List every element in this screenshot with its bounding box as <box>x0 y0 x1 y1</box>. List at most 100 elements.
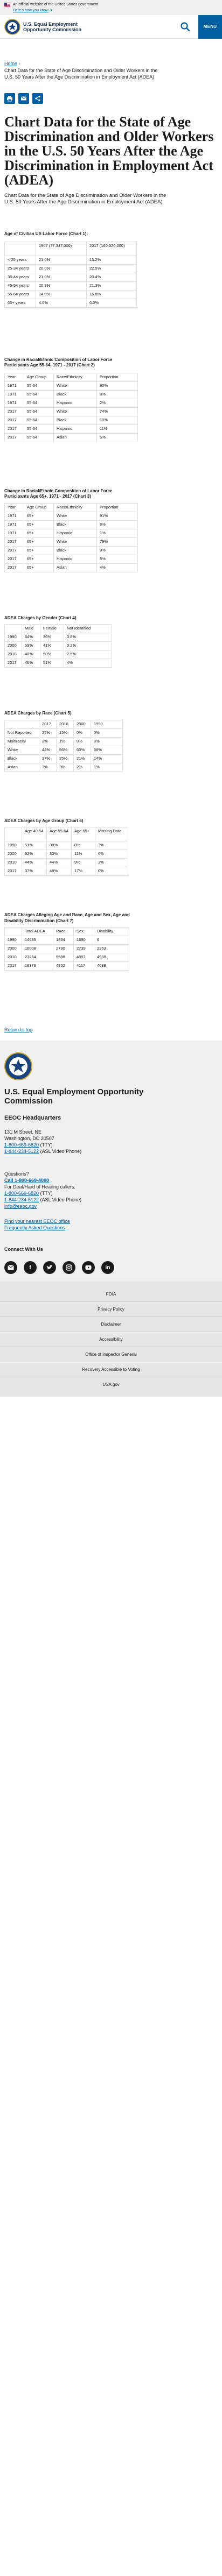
table-row: 2010 48% 50% 2.6% <box>4 650 112 659</box>
footer-link-usagov[interactable]: USA.gov <box>102 1382 120 1388</box>
table-cell: 2010 <box>4 650 22 659</box>
call-phone-link[interactable]: Call 1-800-669-4000 <box>4 1178 50 1184</box>
table-header-cell: 2000 <box>73 719 91 729</box>
share-button[interactable] <box>32 93 43 104</box>
table-row: 2017 37% 48% 17% 0% <box>4 867 128 876</box>
table-header-cell: Age 65+ <box>71 827 95 841</box>
heres-how-you-know-link[interactable]: Here's how you know <box>13 9 49 12</box>
section-title: Change in Racial/Ethnic Composition of L… <box>4 357 113 368</box>
table-cell: 11% <box>71 850 95 859</box>
table-cell: 55-64 <box>24 390 54 399</box>
table-cell: White <box>53 511 97 521</box>
table-cell: 2000 <box>4 944 22 953</box>
table-header-cell: 2017 (160,320,000) <box>86 241 137 256</box>
asl-phone-link[interactable]: 1-844-234-5122 <box>4 1197 39 1203</box>
return-to-top-link[interactable]: Return to top <box>4 1027 33 1032</box>
table-header-cell: Proportion <box>96 503 138 512</box>
table-cell: 14685 <box>22 936 53 945</box>
footer-link-voting[interactable]: Recovery Accessible to Voting <box>0 1362 222 1378</box>
table-cell: 1971 <box>4 398 24 408</box>
email-share-button[interactable] <box>18 93 29 104</box>
table-cell: Hispanic <box>53 554 97 564</box>
table-cell: 74% <box>96 407 138 416</box>
table-cell: 55-64 <box>24 433 54 442</box>
footer-questions: Questions? Call 1-800-669-4000 For Deaf/… <box>4 1171 218 1209</box>
table-cell: 1971 <box>4 381 24 391</box>
table-cell: 36% <box>40 633 64 642</box>
table-row: 2017 55-64 Black 10% <box>4 415 138 425</box>
breadcrumb-current: Chart Data for the State of Age Discrimi… <box>4 68 158 80</box>
table-cell: 25% <box>56 754 74 763</box>
table-cell: 21.3% <box>86 281 137 291</box>
gender-table: Male Female Not Identified 1990 64% 36% 0.8… <box>4 624 112 668</box>
table-row: Not Reported 25% 15% 0% 0% <box>4 728 123 738</box>
table-cell: 2017 <box>4 867 22 876</box>
gender-section: ADEA Charges by Gender (Chart 4) Male Fe… <box>4 615 218 668</box>
footer-link-accessibility[interactable]: Accessibility <box>0 1332 222 1348</box>
search-icon[interactable] <box>180 22 191 32</box>
table-cell: 55-64 <box>24 407 54 416</box>
chevron-down-icon[interactable]: ▼ <box>50 9 53 12</box>
table-cell: 25% <box>39 728 57 738</box>
twitter-icon[interactable] <box>43 1261 56 1275</box>
table-cell: 65+ <box>24 554 54 564</box>
youtube-icon[interactable] <box>82 1261 95 1275</box>
table-cell: 2017 <box>4 415 24 425</box>
table-cell: Asian <box>53 433 97 442</box>
table-cell: 37% <box>22 867 47 876</box>
race-65-plus-section: Change in Racial/Ethnic Composition of L… <box>4 489 218 572</box>
table-header-cell <box>4 241 36 256</box>
email-icon[interactable] <box>4 1261 17 1275</box>
breadcrumb-home-link[interactable]: Home <box>4 61 18 66</box>
table-cell: Black <box>53 390 97 399</box>
facebook-icon[interactable]: f <box>24 1261 37 1275</box>
section-title: Age of Civilian US Labor Force (Chart 1)… <box>4 231 88 236</box>
table-row: Multiracial 2% 1% 0% 0% <box>4 737 123 746</box>
print-button[interactable] <box>4 93 15 104</box>
table-row: 1971 55-64 Hispanic 2% <box>4 398 138 408</box>
gov-banner-text: An official website of the United States… <box>13 3 99 6</box>
table-cell: Hispanic <box>53 424 97 434</box>
table-cell: 48% <box>22 650 40 659</box>
footer-link-privacy[interactable]: Privacy Policy <box>0 1302 222 1318</box>
menu-button[interactable]: MENU <box>198 15 222 39</box>
table-cell: 3% <box>95 858 128 867</box>
gov-banner: An official website of the United States… <box>0 0 222 15</box>
faq-link[interactable]: Frequently Asked Questions <box>4 1225 65 1231</box>
footer-address: 131 M Street, NE Washington, DC 20507 1-… <box>4 1129 218 1155</box>
footer-link-inspector-general[interactable]: Office of Inspector General <box>0 1347 222 1363</box>
table-row: 1990 51% 38% 8% 3% <box>4 841 128 850</box>
table-cell: White <box>53 407 97 416</box>
email-link[interactable]: info@eeoc.gov <box>4 1204 37 1209</box>
footer-link-foia[interactable]: FOIA <box>0 1287 222 1303</box>
footer-links: Find your nearest EEOC office Frequently… <box>4 1218 218 1231</box>
eeoc-seal-logo[interactable] <box>4 18 20 35</box>
agency-name-link[interactable]: U.S. Equal Employment Opportunity Commis… <box>23 21 81 32</box>
table-cell: 1% <box>56 737 74 746</box>
table-cell: 51% <box>22 841 47 850</box>
table-cell: 22.5% <box>86 264 137 273</box>
table-cell: 55-64 <box>24 398 54 408</box>
tty-phone-link[interactable]: 1-800-669-6820 <box>4 1191 39 1197</box>
tty-phone-link[interactable]: 1-800-669-6820 <box>4 1142 39 1148</box>
asl-label: (ASL Video Phone) <box>40 1197 82 1203</box>
combined-charges-section: ADEA Charges Alleging Age and Race, Age … <box>4 912 218 971</box>
table-cell: Hispanic <box>53 398 97 408</box>
find-office-link[interactable]: Find your nearest EEOC office <box>4 1219 70 1225</box>
table-header-cell: Race/Ethnicity <box>53 503 97 512</box>
asl-phone-link[interactable]: 1-844-234-5122 <box>4 1149 39 1155</box>
instagram-icon[interactable] <box>63 1261 75 1275</box>
footer-link-disclaimer[interactable]: Disclaimer <box>0 1317 222 1333</box>
table-cell: 2739 <box>73 944 94 953</box>
table-cell: 2790 <box>53 944 74 953</box>
linkedin-icon[interactable]: in <box>101 1261 114 1275</box>
table-cell: 1990 <box>4 936 22 945</box>
table-cell: 2.6% <box>64 650 112 659</box>
table-cell: 2010 <box>4 858 22 867</box>
table-cell: Black <box>53 520 97 529</box>
table-cell: 5% <box>96 433 138 442</box>
address-line: 131 M Street, NE <box>4 1129 42 1135</box>
table-cell: 91% <box>96 511 138 521</box>
page-title: Chart Data for the State of Age Discrimi… <box>4 114 214 188</box>
table-cell: 44% <box>46 858 72 867</box>
